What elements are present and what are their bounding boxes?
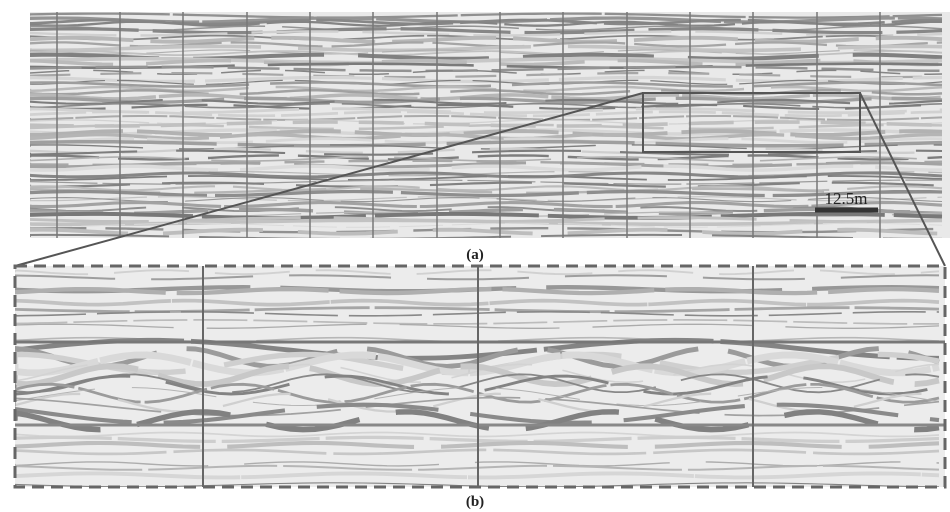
panel-label: (a) xyxy=(466,247,484,263)
page: 12.5m (a) (b) (() => { const data = JSON… xyxy=(0,0,950,512)
scale-label: 12.5m xyxy=(825,189,868,208)
panel-label: (b) xyxy=(466,494,484,510)
figure: 12.5m (a) (b) xyxy=(0,0,950,512)
